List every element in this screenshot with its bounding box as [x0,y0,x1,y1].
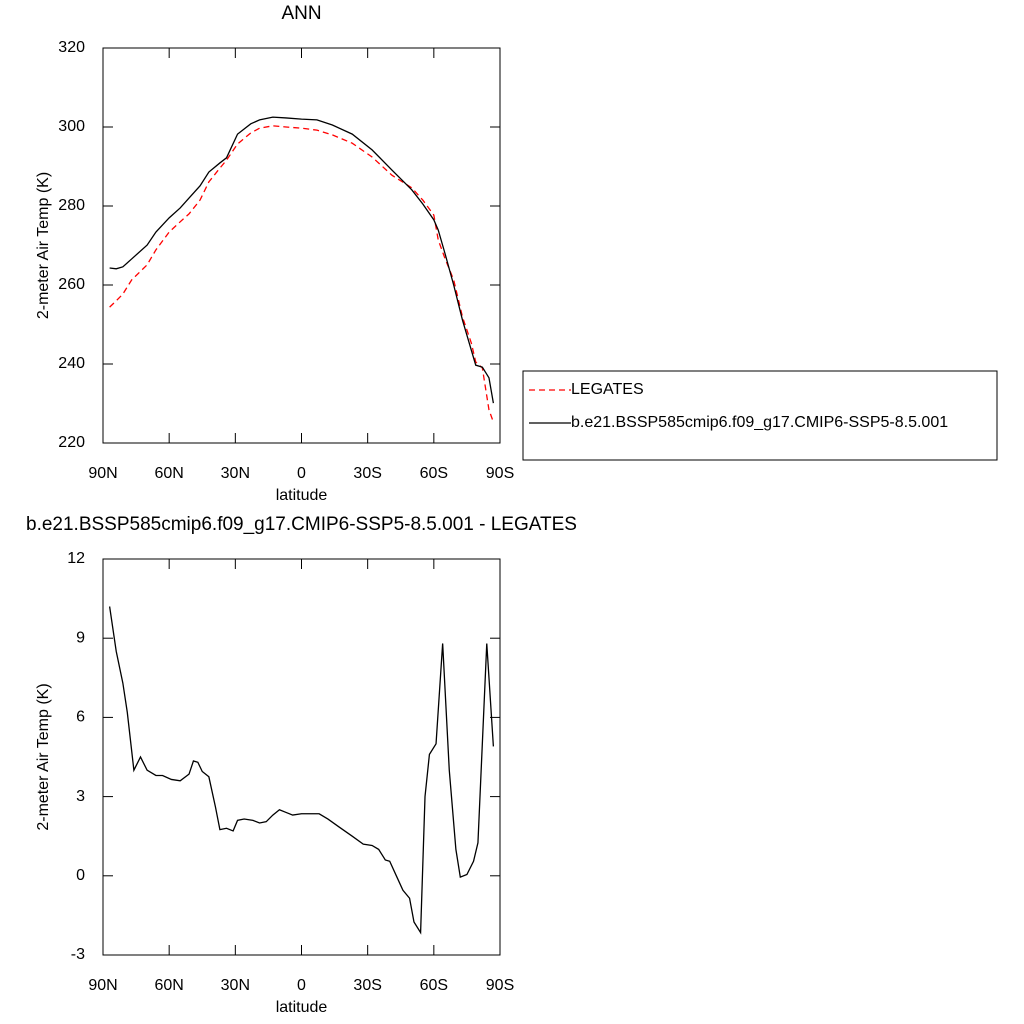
legend-label: b.e21.BSSP585cmip6.f09_g17.CMIP6-SSP5-8.… [571,414,948,431]
y-tick-label: 240 [58,355,85,372]
x-tick-label: 60N [154,465,183,482]
x-tick-label: 0 [297,977,306,994]
y-tick-label: 6 [76,709,85,726]
x-axis-label: latitude [276,999,328,1016]
y-axis-label: 2-meter Air Temp (K) [35,683,52,830]
plot-frame [102,47,501,444]
y-tick-label: -3 [71,946,85,963]
chart-title: ANN [281,3,321,24]
legend-box [522,370,998,461]
x-tick-label: 30N [221,977,250,994]
x-tick-label: 90N [88,465,117,482]
y-axis-label: 2-meter Air Temp (K) [35,172,52,319]
y-tick-label: 300 [58,118,85,135]
y-tick-label: 12 [67,550,85,567]
data-line [108,606,495,935]
x-axis-label: latitude [276,487,328,504]
x-tick-label: 90S [486,465,514,482]
y-tick-label: 220 [58,434,85,451]
x-tick-label: 90N [88,977,117,994]
y-tick-label: 9 [76,629,85,646]
y-tick-label: 280 [58,197,85,214]
x-tick-label: 0 [297,465,306,482]
chart-title: b.e21.BSSP585cmip6.f09_g17.CMIP6-SSP5-8.… [26,514,577,535]
y-tick-label: 260 [58,276,85,293]
x-tick-label: 30S [353,977,381,994]
x-tick-label: 60S [420,977,448,994]
x-tick-label: 90S [486,977,514,994]
y-tick-label: 3 [76,788,85,805]
data-line [109,125,494,423]
x-tick-label: 30S [353,465,381,482]
y-tick-label: 0 [76,867,85,884]
x-tick-label: 60S [420,465,448,482]
plot-frame [102,558,501,956]
x-tick-label: 30N [221,465,250,482]
data-line [109,116,495,404]
y-tick-label: 320 [58,39,85,56]
legend-label: LEGATES [571,381,644,398]
x-tick-label: 60N [154,977,183,994]
